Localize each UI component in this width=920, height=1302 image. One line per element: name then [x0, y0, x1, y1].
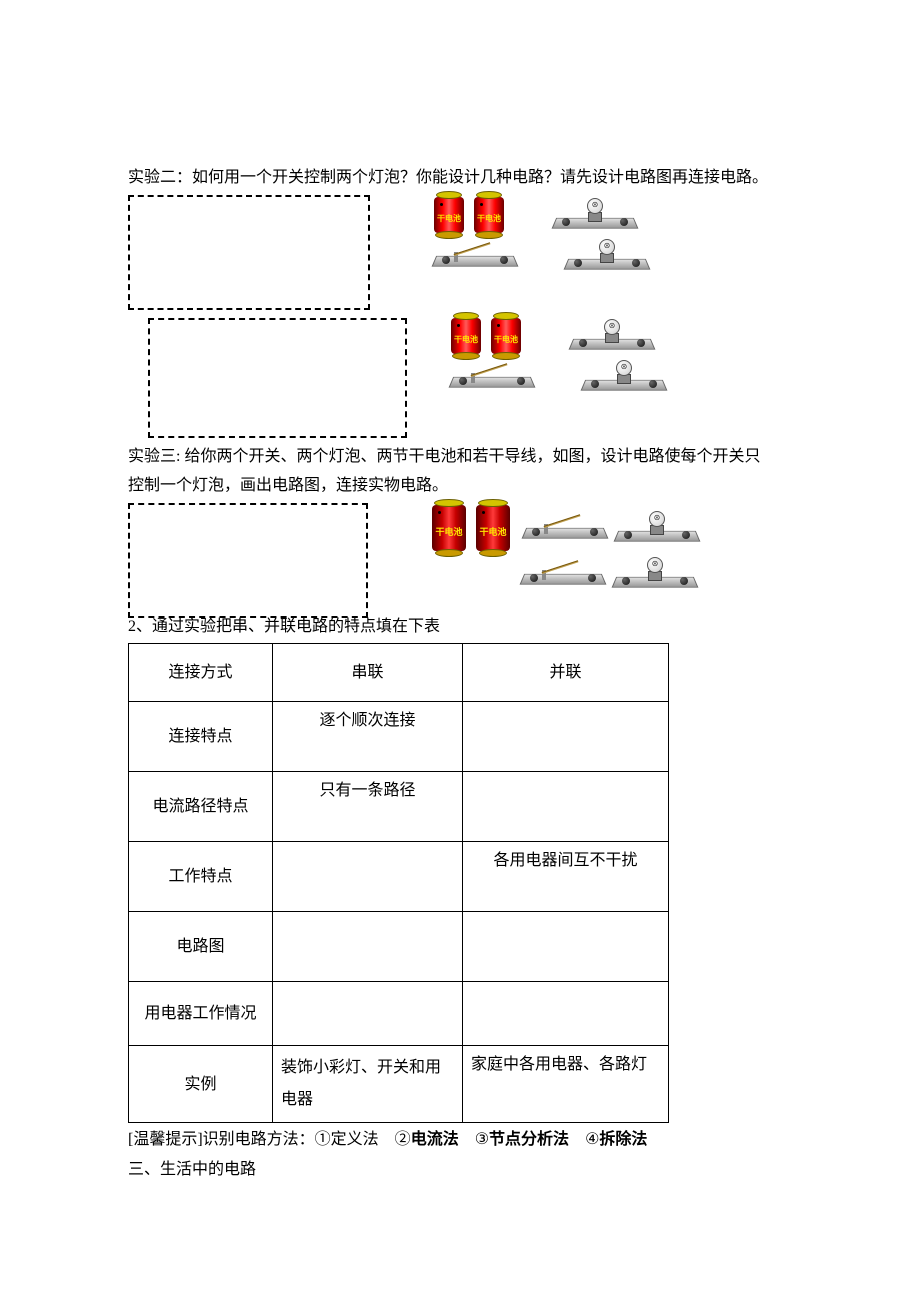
tip-prefix: [温馨提示]: [128, 1131, 203, 1148]
header-cell: 并联: [463, 644, 669, 702]
table-cell: [273, 912, 463, 982]
table-cell: 装饰小彩灯、开关和用电器: [273, 1046, 463, 1123]
table-cell: [463, 912, 669, 982]
switch-icon: [451, 365, 533, 389]
table-cell: 实例: [129, 1046, 273, 1123]
battery-icon: 干电池: [476, 503, 510, 553]
table-cell: 用电器工作情况: [129, 982, 273, 1046]
tip-line: [温馨提示]识别电路方法：①定义法 ②电流法 ③节点分析法 ④拆除法: [128, 1127, 792, 1153]
components-group-3: 干电池 干电池 ⊛ ⊛: [432, 503, 698, 595]
table-row: 用电器工作情况: [129, 982, 669, 1046]
components-group-2: 干电池 干电池 ⊛ ⊛: [451, 316, 665, 398]
tip-text: ③: [459, 1131, 489, 1148]
table-row: 工作特点 各用电器间互不干扰: [129, 842, 669, 912]
exp2-block-2: 干电池 干电池 ⊛ ⊛: [128, 316, 792, 438]
switch-icon: [434, 244, 516, 268]
tip-text: ④: [569, 1131, 599, 1148]
bulb-icon: ⊛: [566, 241, 648, 271]
battery-icon: 干电池: [491, 316, 521, 356]
battery-label: 干电池: [474, 213, 504, 226]
table-row: 电路图: [129, 912, 669, 982]
bulb-icon: ⊛: [583, 362, 665, 392]
table-cell: [463, 772, 669, 842]
table-row: 连接特点 逐个顺次连接: [129, 702, 669, 772]
exp3-line1: 实验三: 给你两个开关、两个灯泡、两节干电池和若干导线，如图，设计电路使每个开关…: [128, 444, 792, 470]
battery-icon: 干电池: [451, 316, 481, 356]
table-cell: 连接特点: [129, 702, 273, 772]
design-box-3: [128, 503, 368, 618]
battery-icon: 干电池: [432, 503, 466, 553]
table-cell: 电路图: [129, 912, 273, 982]
table-header-row: 连接方式 串联 并联: [129, 644, 669, 702]
battery-label: 干电池: [432, 525, 466, 539]
tip-bold: 节点分析法: [489, 1131, 569, 1148]
design-box-2: [148, 318, 407, 438]
table-cell: [273, 982, 463, 1046]
switch-icon: [524, 516, 606, 540]
battery-label: 干电池: [434, 213, 464, 226]
exp2-title: 实验二：如何用一个开关控制两个灯泡？你能设计几种电路？请先设计电路图再连接电路。: [128, 165, 792, 191]
bulb-icon: ⊛: [616, 513, 698, 543]
battery-icon: 干电池: [474, 195, 504, 235]
table-cell: 家庭中各用电器、各路灯: [463, 1046, 669, 1123]
section3-title: 三、生活中的电路: [128, 1157, 792, 1183]
bulb-icon: ⊛: [571, 321, 653, 351]
components-group-1: 干电池 干电池 ⊛ ⊛: [434, 195, 648, 277]
tip-bold: 拆除法: [599, 1131, 647, 1148]
header-cell: 串联: [273, 644, 463, 702]
bulb-icon: ⊛: [554, 200, 636, 230]
tip-bold: 电流法: [411, 1131, 459, 1148]
battery-label: 干电池: [476, 525, 510, 539]
battery-label: 干电池: [451, 334, 481, 347]
switch-icon: [522, 562, 604, 586]
table-cell: [273, 842, 463, 912]
table-row: 电流路径特点 只有一条路径: [129, 772, 669, 842]
table-cell: 工作特点: [129, 842, 273, 912]
battery-icon: 干电池: [434, 195, 464, 235]
exp3-block: 干电池 干电池 ⊛ ⊛: [128, 503, 792, 618]
table-cell: 电流路径特点: [129, 772, 273, 842]
table-cell: 各用电器间互不干扰: [463, 842, 669, 912]
table-cell: [463, 702, 669, 772]
bulb-icon: ⊛: [614, 559, 696, 589]
tip-text: 识别电路方法：①定义法 ②: [203, 1131, 411, 1148]
table-cell: 只有一条路径: [273, 772, 463, 842]
characteristics-table: 连接方式 串联 并联 连接特点 逐个顺次连接 电流路径特点 只有一条路径 工作特…: [128, 643, 792, 1123]
table-cell: [463, 982, 669, 1046]
battery-label: 干电池: [491, 334, 521, 347]
exp3-line2: 控制一个灯泡，画出电路图，连接实物电路。: [128, 473, 792, 499]
design-box-1: [128, 195, 370, 310]
table-row: 实例 装饰小彩灯、开关和用电器 家庭中各用电器、各路灯: [129, 1046, 669, 1123]
header-cell: 连接方式: [129, 644, 273, 702]
exp2-block-1: 干电池 干电池 ⊛ ⊛: [128, 195, 792, 310]
table-cell: 逐个顺次连接: [273, 702, 463, 772]
